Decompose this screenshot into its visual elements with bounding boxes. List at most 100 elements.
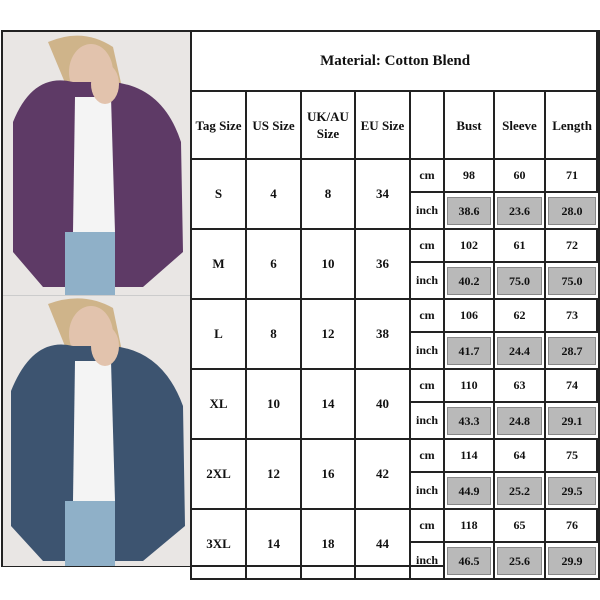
cell-inch-value: 25.2 [497, 476, 542, 505]
cell-us: 8 [245, 298, 302, 370]
table-row: S 4 8 34 cm 98 60 71 [190, 158, 600, 230]
cell-us: 12 [245, 438, 302, 510]
cell-tag: M [190, 228, 247, 300]
cell-cm: 60 [493, 158, 546, 193]
header-sleeve: Sleeve [493, 90, 546, 160]
cell-cm: 118 [443, 508, 495, 543]
header-eu-size: EU Size [354, 90, 411, 160]
cell-inch: 25.6 [493, 541, 546, 580]
cell-uk: 18 [300, 508, 356, 580]
cell-us: 4 [245, 158, 302, 230]
table-row: inch 43.3 24.8 29.1 [191, 401, 600, 440]
cell-inch-value: 29.5 [548, 476, 597, 505]
table-title: Material: Cotton Blend [189, 30, 600, 92]
cell-inch: 23.6 [493, 191, 546, 230]
cell-tag: 2XL [190, 438, 247, 510]
size-chart-table: Material: Cotton Blend Tag Size US Size UK… [189, 30, 600, 580]
cell-eu: 36 [354, 228, 411, 300]
cell-tag: L [190, 298, 247, 370]
cell-uk: 10 [300, 228, 356, 300]
cell-inch-value: 28.7 [548, 336, 597, 365]
cell-tag: 3XL [190, 508, 247, 580]
cell-inch-value: 23.6 [497, 196, 542, 225]
cell-cm: 98 [443, 158, 495, 193]
photo-purple-coat [3, 32, 190, 295]
table-row: L 8 12 38 cm 106 62 73 [190, 298, 600, 370]
cell-inch: 25.2 [493, 471, 546, 510]
unit-inch: inch [409, 191, 445, 230]
cell-inch: 41.7 [443, 331, 495, 370]
cell-eu: 40 [354, 368, 411, 440]
cell-cm: 63 [493, 368, 546, 403]
table-row: inch 44.9 25.2 29.5 [191, 471, 600, 510]
cell-inch: 24.8 [493, 401, 546, 440]
unit-cm: cm [409, 228, 445, 263]
cell-cm: 73 [543, 298, 600, 333]
unit-cm: cm [409, 158, 445, 193]
cell-inch: 75.0 [493, 261, 546, 300]
header-bust: Bust [443, 90, 495, 160]
cell-uk: 14 [300, 368, 356, 440]
unit-cm: cm [409, 438, 445, 473]
cell-inch: 40.2 [443, 261, 495, 300]
cell-inch-value: 29.9 [548, 546, 597, 575]
cell-cm: 74 [543, 368, 600, 403]
cell-us: 6 [245, 228, 302, 300]
table-row: 2XL 12 16 42 cm 114 64 75 [190, 438, 600, 510]
cell-us: 10 [245, 368, 302, 440]
cell-inch: 28.0 [543, 191, 600, 230]
cell-inch: 44.9 [443, 471, 495, 510]
cell-eu: 38 [354, 298, 411, 370]
cell-inch-value: 75.0 [548, 266, 597, 295]
cell-inch: 43.3 [443, 401, 495, 440]
cell-tag: XL [190, 368, 247, 440]
cell-inch: 38.6 [443, 191, 495, 230]
cell-us: 14 [245, 508, 302, 580]
unit-cm: cm [409, 368, 445, 403]
cell-inch-value: 43.3 [447, 406, 491, 435]
cell-cm: 102 [443, 228, 495, 263]
cell-inch: 46.5 [443, 541, 495, 580]
cell-eu: 44 [354, 508, 411, 580]
cell-uk: 8 [300, 158, 356, 230]
cell-inch-value: 38.6 [447, 196, 491, 225]
cell-cm: 71 [543, 158, 600, 193]
table-row: inch 40.2 75.0 75.0 [191, 261, 600, 300]
unit-cm: cm [409, 508, 445, 543]
cell-cm: 76 [543, 508, 600, 543]
cell-inch-value: 75.0 [497, 266, 542, 295]
cell-tag: S [190, 158, 247, 230]
product-photos [3, 32, 190, 566]
cell-cm: 114 [443, 438, 495, 473]
header-us-size: US Size [245, 90, 302, 160]
header-unit [409, 90, 445, 160]
cell-inch-value: 46.5 [447, 546, 491, 575]
cell-inch-value: 28.0 [548, 196, 597, 225]
cell-inch: 29.5 [543, 471, 600, 510]
table-row: M 6 10 36 cm 102 61 72 [190, 228, 600, 300]
table-row: inch 41.7 24.4 28.7 [191, 331, 600, 370]
cell-eu: 42 [354, 438, 411, 510]
table-row: inch 38.6 23.6 28.0 [191, 191, 600, 230]
unit-inch: inch [409, 401, 445, 440]
cell-inch: 29.9 [543, 541, 600, 580]
cell-eu: 34 [354, 158, 411, 230]
cell-inch: 29.1 [543, 401, 600, 440]
unit-inch: inch [409, 541, 445, 580]
table-row: 3XL 14 18 44 cm 118 65 76 [190, 508, 600, 580]
cell-cm: 110 [443, 368, 495, 403]
cell-inch-value: 24.8 [497, 406, 542, 435]
cell-inch-value: 25.6 [497, 546, 542, 575]
cell-inch: 28.7 [543, 331, 600, 370]
cell-cm: 65 [493, 508, 546, 543]
cell-inch: 75.0 [543, 261, 600, 300]
unit-cm: cm [409, 298, 445, 333]
cell-cm: 64 [493, 438, 546, 473]
cell-cm: 72 [543, 228, 600, 263]
cell-inch-value: 40.2 [447, 266, 491, 295]
cell-cm: 106 [443, 298, 495, 333]
cell-inch-value: 24.4 [497, 336, 542, 365]
header-tag-size: Tag Size [190, 90, 247, 160]
table-row: XL 10 14 40 cm 110 63 74 [190, 368, 600, 440]
header-length: Length [543, 90, 600, 160]
